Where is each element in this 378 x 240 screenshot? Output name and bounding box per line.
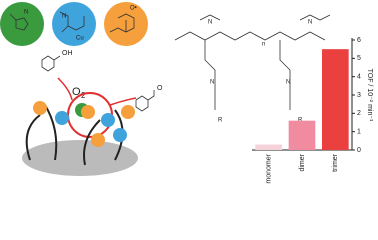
graphic: N Cu N O• OH O O 2 n N N N N R R 0 1 2 3 4 5 6… (0, 2, 373, 184)
benzaldehyde (135, 90, 155, 112)
y-tick-label: 0 (357, 147, 361, 154)
atom: O• (130, 6, 137, 12)
page: N Cu N O• OH O O 2 n N N N N R R 0 1 2 3 4 5 6… (0, 2, 374, 184)
y-axis-label: TOF / 10⁻² min⁻¹ (366, 69, 373, 122)
bar-chart: 0 1 2 3 4 5 6 TOF / 10⁻² min⁻¹ monomer dimer trime… (252, 37, 373, 184)
atom: N (24, 10, 28, 16)
atom: N (208, 20, 212, 26)
blue-circle (52, 2, 96, 46)
label: O (157, 85, 163, 92)
y-tick-label: 1 (357, 129, 361, 136)
y-tick-label: 4 (357, 74, 361, 81)
bar (288, 120, 316, 150)
structure (9, 13, 29, 31)
bead (121, 105, 135, 119)
bead (91, 133, 105, 147)
atom: Cu (76, 36, 84, 42)
x-tick-label: trimer (332, 153, 339, 172)
label: 2 (81, 91, 86, 100)
bead (55, 111, 69, 125)
atom: N (62, 14, 66, 20)
atom: N (286, 80, 290, 86)
x-tick-label: dimer (299, 153, 306, 171)
y-tick-label: 6 (357, 37, 361, 44)
green-circle (0, 2, 44, 46)
arrow (57, 77, 137, 106)
label: OH (62, 50, 73, 57)
bead (101, 113, 115, 127)
bar (255, 144, 282, 150)
y-tick-label: 2 (357, 110, 361, 117)
atom: N (210, 80, 214, 86)
y-tick-label: 5 (357, 55, 361, 62)
bead (33, 101, 47, 115)
bead (81, 105, 95, 119)
polymer-structure (174, 14, 331, 110)
structure (59, 11, 85, 33)
x-tick-label: monomer (266, 153, 273, 183)
structure (109, 13, 135, 33)
label: R (298, 118, 303, 124)
label: R (218, 118, 223, 124)
label: n (262, 42, 265, 48)
polymer-chain (25, 104, 124, 166)
bead (113, 128, 127, 142)
surface (22, 140, 138, 176)
benzyl-alcohol (41, 55, 61, 72)
atom: N (308, 20, 312, 26)
y-tick-label: 3 (357, 92, 361, 99)
label: O (72, 86, 81, 98)
bar (322, 49, 349, 150)
